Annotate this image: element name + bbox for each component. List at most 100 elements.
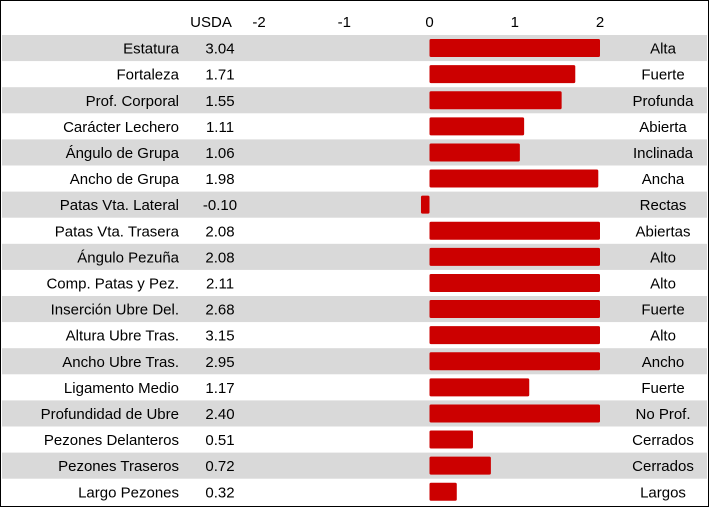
trait-label: Pezones Delanteros: [44, 432, 179, 449]
trait-rows: Estatura 3.04 Alta Fortaleza 1.71 Fuerte Prof.…: [41, 39, 694, 501]
trait-value: 3.04: [205, 41, 234, 58]
row-stripe: [620, 191, 707, 218]
trait-bar: [429, 378, 530, 397]
trait-bar: [429, 221, 600, 240]
trait-row: Profundidad de Ubre 2.40 No Prof.: [41, 404, 691, 423]
row-stripe: [620, 87, 707, 114]
trait-label: Patas Vta. Lateral: [60, 197, 179, 214]
trait-label: Ligamento Medio: [64, 380, 179, 397]
trait-row: Patas Vta. Lateral -0.10 Rectas: [60, 195, 687, 214]
trait-row: Ángulo de Grupa 1.06 Inclinada: [66, 143, 694, 162]
trait-descriptor: Ancho: [642, 354, 685, 371]
trait-bar: [429, 65, 576, 84]
trait-label: Estatura: [123, 41, 180, 58]
trait-descriptor: Abiertas: [635, 223, 690, 240]
row-stripe: [620, 35, 707, 62]
trait-bar: [420, 195, 430, 214]
trait-row: Comp. Patas y Pez. 2.11 Alto: [46, 273, 676, 292]
trait-row: Inserción Ubre Del. 2.68 Fuerte: [51, 300, 685, 319]
x-tick-label: -1: [338, 14, 351, 31]
trait-descriptor: Inclinada: [633, 145, 694, 162]
trait-row: Ligamento Medio 1.17 Fuerte: [64, 378, 685, 397]
trait-descriptor: Alto: [650, 249, 676, 266]
trait-descriptor: Cerrados: [632, 432, 694, 449]
row-stripe: [620, 139, 707, 166]
trait-row: Prof. Corporal 1.55 Profunda: [86, 91, 694, 110]
trait-bar: [429, 456, 491, 475]
trait-label: Patas Vta. Trasera: [55, 223, 180, 240]
trait-descriptor: Alta: [650, 41, 677, 58]
trait-descriptor: Cerrados: [632, 458, 694, 475]
trait-value: -0.10: [203, 197, 237, 214]
x-tick-label: 1: [511, 14, 519, 31]
trait-label: Largo Pezones: [78, 484, 179, 501]
usda-column-header: USDA: [190, 14, 232, 31]
trait-label: Carácter Lechero: [63, 119, 179, 136]
trait-bar: [429, 482, 457, 501]
trait-row: Ancho Ubre Tras. 2.95 Ancho: [62, 352, 684, 371]
trait-label: Ángulo de Grupa: [66, 145, 180, 162]
x-tick-label: -2: [252, 14, 265, 31]
trait-label: Prof. Corporal: [86, 93, 179, 110]
trait-value: 2.11: [206, 275, 234, 292]
trait-row: Pezones Traseros 0.72 Cerrados: [58, 456, 694, 475]
trait-row: Ancho de Grupa 1.98 Ancha: [70, 169, 685, 188]
trait-bar: [429, 352, 600, 371]
row-stripe: [2, 452, 620, 479]
trait-value: 2.08: [205, 223, 234, 240]
x-tick-label: 0: [425, 14, 433, 31]
trait-descriptor: Fuerte: [641, 302, 684, 319]
trait-value: 1.55: [205, 93, 234, 110]
trait-descriptor: Largos: [640, 484, 686, 501]
trait-label: Comp. Patas y Pez.: [46, 275, 179, 292]
trait-label: Pezones Traseros: [58, 458, 179, 475]
trait-label: Inserción Ubre Del.: [51, 302, 179, 319]
trait-bar: [429, 273, 600, 292]
trait-descriptor: Alto: [650, 275, 676, 292]
trait-value: 0.72: [205, 458, 234, 475]
trait-value: 2.08: [205, 249, 234, 266]
trait-descriptor: No Prof.: [635, 406, 690, 423]
trait-label: Ángulo Pezuña: [77, 249, 179, 266]
trait-row: Altura Ubre Tras. 3.15 Alto: [66, 326, 676, 345]
trait-value: 0.32: [205, 484, 234, 501]
trait-value: 2.68: [205, 302, 234, 319]
row-stripe: [620, 348, 707, 375]
trait-value: 0.51: [205, 432, 234, 449]
trait-value: 2.95: [205, 354, 234, 371]
trait-label: Profundidad de Ubre: [41, 406, 179, 423]
trait-row: Carácter Lechero 1.11 Abierta: [63, 117, 687, 136]
trait-descriptor: Abierta: [639, 119, 687, 136]
x-tick-label: 2: [596, 14, 604, 31]
trait-label: Fortaleza: [116, 67, 179, 84]
trait-value: 1.17: [205, 380, 234, 397]
trait-descriptor: Alto: [650, 328, 676, 345]
trait-row: Largo Pezones 0.32 Largos: [78, 482, 686, 501]
trait-row: Estatura 3.04 Alta: [123, 39, 677, 58]
trait-bar: [429, 91, 562, 110]
trait-bar: [429, 39, 600, 58]
trait-bar: [429, 169, 599, 188]
trait-bar: [429, 430, 473, 449]
trait-row: Ángulo Pezuña 2.08 Alto: [77, 247, 676, 266]
trait-row: Patas Vta. Trasera 2.08 Abiertas: [55, 221, 691, 240]
row-stripe: [620, 243, 707, 270]
row-stripe: [620, 400, 707, 427]
trait-bar: [429, 300, 600, 319]
trait-bar: [429, 117, 525, 136]
trait-bar: [429, 247, 600, 266]
trait-value: 1.06: [205, 145, 234, 162]
x-axis-tick-labels: -2 -1 0 1 2: [252, 14, 604, 31]
trait-descriptor: Rectas: [640, 197, 687, 214]
trait-bar: [429, 404, 600, 423]
trait-value: 1.71: [205, 67, 234, 84]
trait-value: 1.11: [206, 119, 234, 136]
trait-value: 2.40: [205, 406, 234, 423]
row-stripe: [620, 296, 707, 323]
trait-row: Pezones Delanteros 0.51 Cerrados: [44, 430, 694, 449]
trait-row: Fortaleza 1.71 Fuerte: [116, 65, 685, 84]
trait-label: Ancho de Grupa: [70, 171, 180, 188]
trait-value: 1.98: [205, 171, 234, 188]
